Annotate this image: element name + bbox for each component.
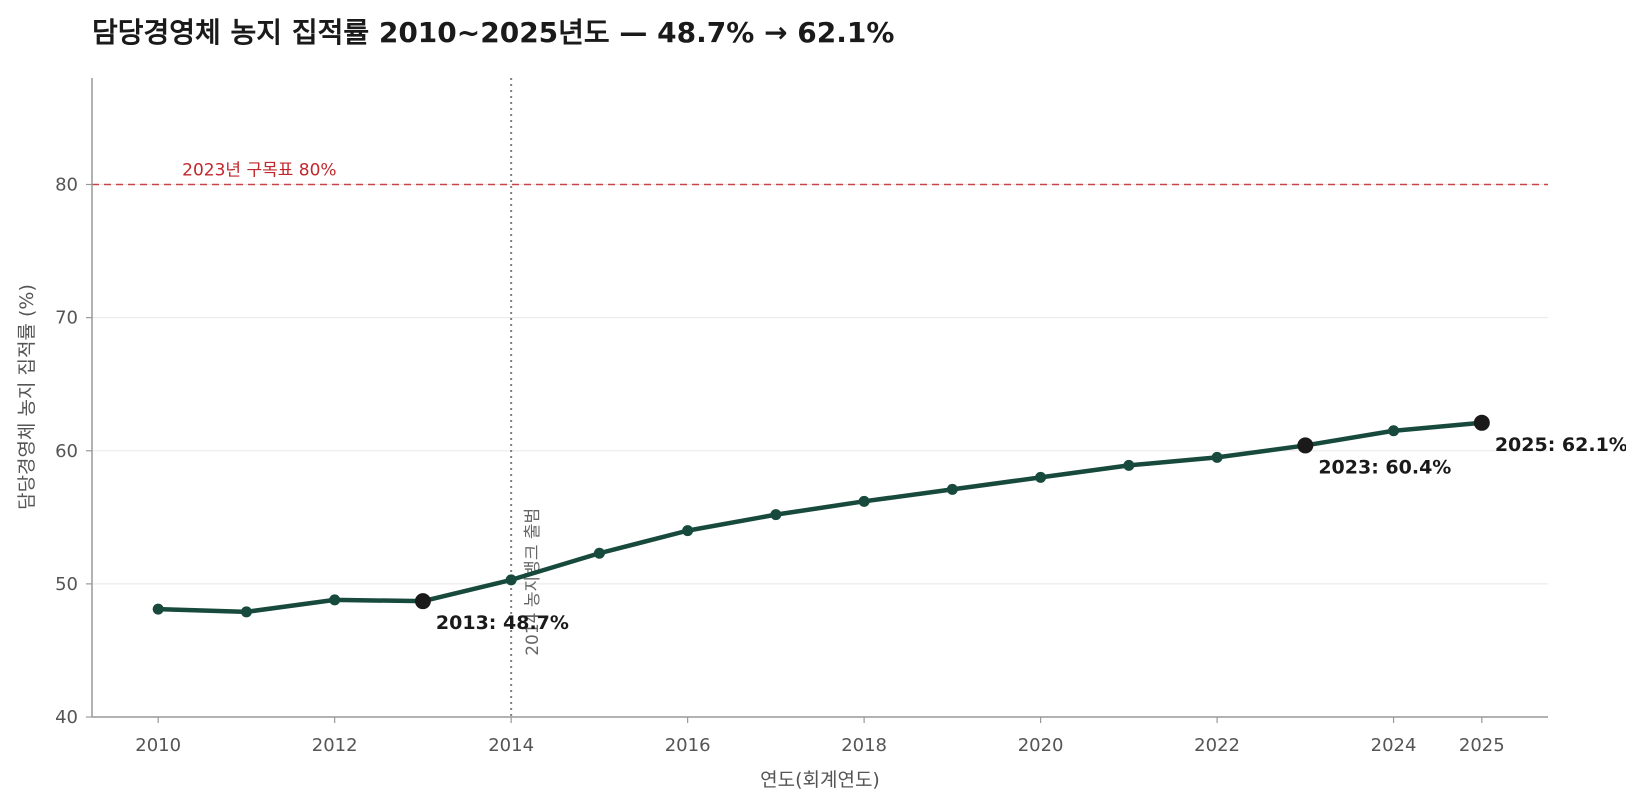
data-point-2015 bbox=[593, 547, 605, 559]
data-point-2011 bbox=[240, 606, 252, 618]
x-tick-label-2025: 2025 bbox=[1459, 735, 1505, 756]
highlight-label-2023: 2023: 60.4% bbox=[1318, 456, 1451, 478]
y-tick-label-80: 80 bbox=[55, 175, 78, 196]
highlight-point-2013 bbox=[414, 593, 431, 610]
y-tick-label-70: 70 bbox=[55, 308, 78, 329]
x-tick-label-2014: 2014 bbox=[488, 735, 534, 756]
x-tick-label-2020: 2020 bbox=[1018, 735, 1064, 756]
data-point-2018 bbox=[858, 495, 870, 507]
x-tick-label-2024: 2024 bbox=[1371, 735, 1417, 756]
x-tick-label-2018: 2018 bbox=[841, 735, 887, 756]
reference-lines: 2023년 구목표 80% 2014 농지뱅크 출범 bbox=[92, 78, 1548, 717]
highlight-point-2023 bbox=[1297, 437, 1314, 454]
series-line bbox=[155, 420, 1485, 615]
event-line-label: 2014 농지뱅크 출범 bbox=[523, 508, 543, 656]
gridlines bbox=[92, 184, 1548, 585]
data-point-2017 bbox=[770, 509, 782, 521]
y-axis-label: 담당경영체 농지 집적률 (%) bbox=[16, 284, 38, 510]
x-tick-label-2010: 2010 bbox=[135, 735, 181, 756]
data-point-2016 bbox=[682, 525, 694, 537]
highlight-label-2013: 2013: 48.7% bbox=[436, 612, 569, 634]
y-tick-label-60: 60 bbox=[55, 441, 78, 462]
chart-title: 담당경영체 농지 집적률 2010~2025년도 — 48.7% → 62.1% bbox=[92, 16, 894, 49]
data-point-2012 bbox=[329, 594, 341, 606]
highlight-label-2025: 2025: 62.1% bbox=[1495, 434, 1626, 456]
x-tick-label-2012: 2012 bbox=[312, 735, 358, 756]
data-point-2020 bbox=[1035, 471, 1047, 483]
target-line-label: 2023년 구목표 80% bbox=[182, 161, 336, 181]
x-axis-label: 연도(회계연도) bbox=[760, 769, 880, 791]
data-point-2021 bbox=[1123, 459, 1135, 471]
y-tick-label-40: 40 bbox=[55, 707, 78, 728]
x-tick-label-2022: 2022 bbox=[1194, 735, 1240, 756]
axes: 40 50 60 70 80 2010 2012 2014 2016 2018 2020 2022 20… bbox=[55, 78, 1548, 756]
highlight-point-2025 bbox=[1473, 414, 1490, 431]
data-point-2010 bbox=[152, 603, 164, 615]
data-point-2019 bbox=[946, 483, 958, 495]
x-tick-label-2016: 2016 bbox=[665, 735, 711, 756]
y-tick-label-50: 50 bbox=[55, 574, 78, 595]
data-point-2024 bbox=[1388, 425, 1400, 437]
data-labels: 2013: 48.7% 2023: 60.4% 2025: 62.1% bbox=[414, 414, 1626, 634]
series bbox=[152, 417, 1488, 618]
data-point-2014 bbox=[505, 574, 517, 586]
data-point-2022 bbox=[1211, 451, 1223, 463]
